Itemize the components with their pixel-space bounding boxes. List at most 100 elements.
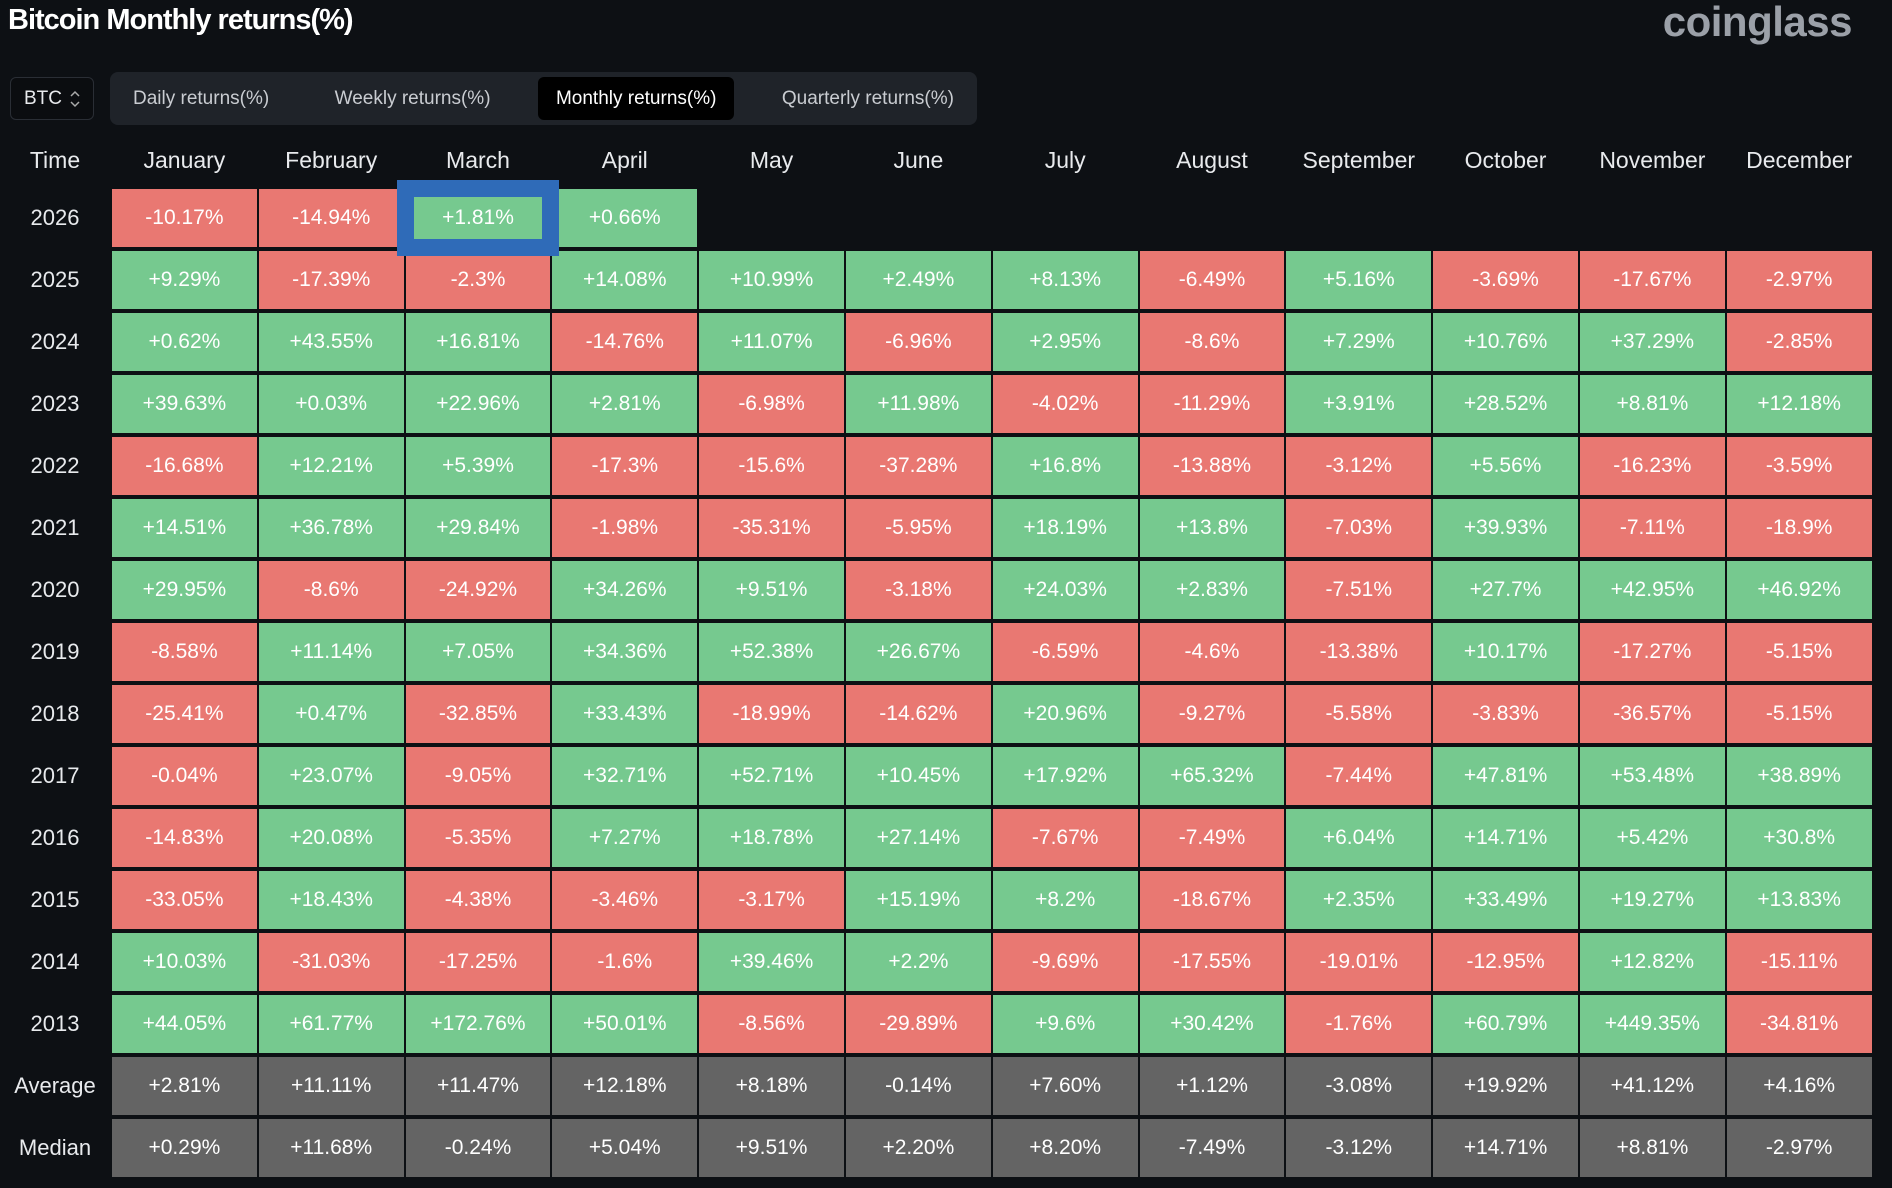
return-cell: -6.59%	[992, 623, 1138, 681]
return-cell: -4.38%	[405, 871, 551, 929]
return-cell: -33.05%	[112, 871, 257, 929]
return-cell: +12.82%	[1579, 933, 1725, 991]
summary-cell: -0.24%	[405, 1119, 551, 1177]
return-cell: +2.81%	[552, 375, 698, 433]
return-cell: -1.6%	[552, 933, 698, 991]
return-cell: -35.31%	[699, 499, 844, 557]
return-cell: +17.92%	[992, 747, 1138, 805]
summary-cell: +12.18%	[552, 1057, 698, 1115]
return-cell: +14.51%	[112, 499, 257, 557]
summary-cell: +8.18%	[699, 1057, 844, 1115]
return-cell: -1.98%	[552, 499, 698, 557]
return-cell: -37.28%	[845, 437, 991, 495]
return-cell: +61.77%	[258, 995, 404, 1053]
return-cell: +2.35%	[1286, 871, 1432, 929]
return-cell: -32.85%	[405, 685, 551, 743]
column-header-august: August	[1176, 146, 1248, 173]
return-cell: +22.96%	[405, 375, 551, 433]
chevron-up-down-icon	[70, 90, 80, 108]
return-cell: +18.19%	[992, 499, 1138, 557]
row-label-year: 2019	[30, 639, 80, 664]
column-header-april: April	[601, 146, 648, 173]
return-cell: +24.03%	[992, 561, 1138, 619]
return-cell: +0.66%	[552, 189, 698, 247]
row-label-year: 2021	[30, 515, 80, 540]
return-cell: +30.42%	[1139, 995, 1285, 1053]
return-cell: -8.6%	[258, 561, 404, 619]
monthly-returns-table: Time January February March April May June July…	[0, 135, 1872, 1177]
return-cell: +34.36%	[552, 623, 698, 681]
return-cell: +172.76%	[405, 995, 551, 1053]
row-label-year: 2014	[30, 949, 80, 974]
column-header-july: July	[1044, 146, 1086, 173]
tab-monthly-returns[interactable]: Monthly returns(%)	[537, 77, 735, 120]
return-cell: +5.39%	[405, 437, 551, 495]
return-cell: +32.71%	[552, 747, 698, 805]
return-cell: -15.6%	[699, 437, 844, 495]
empty-cell	[1286, 189, 1431, 247]
return-cell: -18.9%	[1726, 499, 1872, 557]
return-cell: +10.99%	[699, 251, 844, 309]
highlighted-return-cell: +1.81%	[396, 180, 560, 256]
column-header-may: May	[749, 146, 794, 173]
tab-daily-returns[interactable]: Daily returns(%)	[133, 87, 270, 109]
return-cell: +18.78%	[699, 809, 844, 867]
summary-cell: +4.16%	[1726, 1057, 1872, 1115]
summary-cell: +2.20%	[845, 1119, 991, 1177]
return-cell: +10.76%	[1433, 313, 1578, 371]
return-cell: +11.07%	[699, 313, 844, 371]
return-cell: -8.58%	[112, 623, 257, 681]
empty-cell	[1433, 189, 1578, 247]
return-cell: +11.14%	[258, 623, 404, 681]
asset-select[interactable]: BTC	[10, 77, 94, 120]
row-label-year: 2013	[30, 1011, 80, 1036]
return-cell: +11.98%	[845, 375, 991, 433]
return-cell: -31.03%	[258, 933, 404, 991]
return-cell: +7.27%	[552, 809, 698, 867]
return-cell: -19.01%	[1286, 933, 1432, 991]
return-cell: -4.02%	[992, 375, 1138, 433]
return-cell: +46.92%	[1726, 561, 1872, 619]
return-cell: +12.21%	[258, 437, 404, 495]
return-cell: +2.2%	[845, 933, 991, 991]
return-cell: +18.43%	[258, 871, 404, 929]
return-cell: +33.49%	[1433, 871, 1578, 929]
return-cell: -17.25%	[405, 933, 551, 991]
return-cell: +44.05%	[112, 995, 257, 1053]
return-cell: -3.17%	[699, 871, 844, 929]
return-cell: -3.59%	[1726, 437, 1872, 495]
return-cell: +34.26%	[552, 561, 698, 619]
row-label-year: 2023	[30, 391, 80, 416]
return-cell: -17.67%	[1579, 251, 1725, 309]
return-cell: -17.55%	[1139, 933, 1285, 991]
column-header-november: November	[1599, 146, 1706, 173]
summary-cell: +41.12%	[1579, 1057, 1725, 1115]
return-cell: +65.32%	[1139, 747, 1285, 805]
return-cell: -16.68%	[112, 437, 257, 495]
return-cell: +14.71%	[1433, 809, 1578, 867]
return-cell: +29.95%	[112, 561, 257, 619]
tab-quarterly-returns[interactable]: Quarterly returns(%)	[781, 87, 954, 109]
return-cell: +9.51%	[699, 561, 844, 619]
summary-cell: +0.29%	[112, 1119, 257, 1177]
column-header-february: February	[285, 146, 378, 173]
column-header-october: October	[1464, 146, 1547, 173]
return-cell: +16.8%	[992, 437, 1138, 495]
return-cell: -5.15%	[1726, 623, 1872, 681]
column-header-december: December	[1746, 146, 1853, 173]
return-cell: -9.69%	[992, 933, 1138, 991]
summary-cell: -2.97%	[1726, 1119, 1872, 1177]
return-cell: -7.11%	[1579, 499, 1725, 557]
tab-weekly-returns[interactable]: Weekly returns(%)	[334, 87, 491, 109]
return-cell: +20.96%	[992, 685, 1138, 743]
row-label-year: 2025	[30, 267, 80, 292]
return-cell: -6.98%	[699, 375, 844, 433]
column-header-time: Time	[29, 146, 81, 173]
return-cell: +19.27%	[1579, 871, 1725, 929]
return-cell: +7.05%	[405, 623, 551, 681]
empty-cell	[1727, 189, 1872, 247]
return-cell: -2.85%	[1726, 313, 1872, 371]
return-cell: +52.71%	[699, 747, 844, 805]
row-label-year: 2022	[30, 453, 80, 478]
empty-cell	[846, 189, 991, 247]
